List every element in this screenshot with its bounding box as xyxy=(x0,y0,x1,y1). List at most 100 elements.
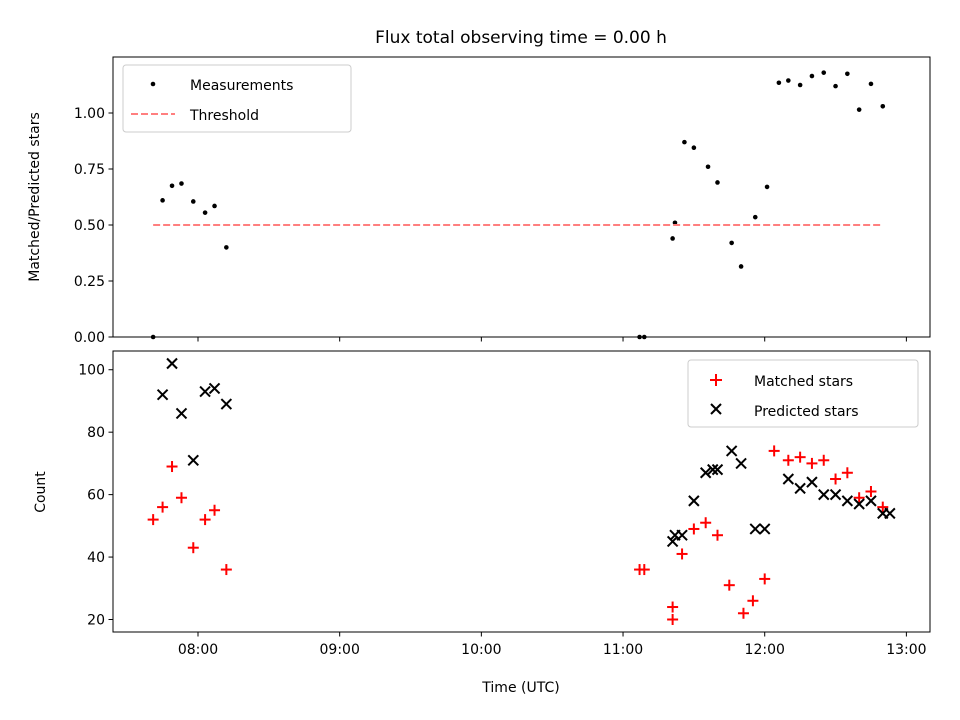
matched-stars-point xyxy=(877,501,889,513)
measurements-point xyxy=(856,107,862,112)
measurements-point xyxy=(160,198,165,203)
matched-stars-point xyxy=(841,467,853,479)
bottom-x-tick-label: 12:00 xyxy=(745,642,785,658)
bottom-y-tick-label: 100 xyxy=(78,363,105,379)
bottom-panel-legend: Matched stars Predicted stars xyxy=(687,359,919,428)
matched-stars-point xyxy=(782,454,794,466)
matched-stars-point xyxy=(157,501,169,513)
measurements-point xyxy=(821,70,827,75)
top-panel-y-axis-label: Matched/Predicted stars xyxy=(27,112,43,282)
predicted-stars-point xyxy=(175,407,188,420)
matched-stars-point xyxy=(175,492,187,504)
bottom-y-tick-label: 40 xyxy=(87,550,105,566)
predicted-stars-point xyxy=(688,495,700,507)
measurements-point xyxy=(729,240,734,246)
bottom-x-tick-label: 11:00 xyxy=(603,642,643,658)
measurements-point xyxy=(880,103,886,109)
bottom-x-tick-label: 10:00 xyxy=(461,642,501,658)
predicted-stars-point xyxy=(829,488,842,501)
predicted-stars-point xyxy=(199,385,211,398)
matched-stars-point xyxy=(711,529,723,541)
matched-stars-point xyxy=(737,607,749,619)
legend-label-matched-stars: Matched stars xyxy=(754,374,853,390)
predicted-stars-point xyxy=(853,498,865,510)
measurements-point xyxy=(705,164,711,170)
matched-stars-point xyxy=(818,454,830,466)
measurements-point xyxy=(752,214,758,220)
predicted-stars-point xyxy=(735,457,747,470)
top-panel: 0.00 0.25 0.50 0.75 1.00 Matched/Predicted s… xyxy=(27,56,931,346)
matched-stars-point xyxy=(747,595,759,607)
bottom-y-tick-label: 60 xyxy=(87,488,105,504)
measurements-point xyxy=(764,184,770,190)
bottom-panel-y-axis-label: Count xyxy=(33,471,49,513)
measurements-point xyxy=(202,210,208,215)
legend-label-threshold: Threshold xyxy=(189,108,259,124)
legend-marker-matched-stars xyxy=(710,374,722,386)
predicted-stars-point xyxy=(156,389,169,401)
bottom-y-tick-label: 80 xyxy=(87,425,105,441)
measurements-point xyxy=(672,220,678,226)
chart-title: Flux total observing time = 0.00 h xyxy=(375,28,667,48)
bottom-panel: 20 40 60 80 100 08:00 09:00 10:00 11:00 12:00 13:0… xyxy=(33,350,931,696)
legend-marker-predicted-stars xyxy=(710,403,722,415)
bottom-x-tick-label: 13:00 xyxy=(886,642,926,658)
matched-stars-point xyxy=(220,564,232,576)
predicted-stars-point xyxy=(711,463,724,476)
matched-stars-point xyxy=(199,514,211,526)
top-y-tick-label: 1.00 xyxy=(74,106,105,122)
matched-stars-point xyxy=(667,614,679,626)
predicted-stars-point xyxy=(794,482,806,495)
measurements-point xyxy=(670,236,675,241)
bottom-x-tick-label: 08:00 xyxy=(178,642,218,658)
legend-box xyxy=(687,359,919,428)
x-axis-label: Time (UTC) xyxy=(481,680,559,696)
legend-label-measurements: Measurements xyxy=(190,78,293,94)
bottom-x-tick-label: 09:00 xyxy=(320,642,360,658)
matched-stars-point xyxy=(700,517,712,529)
matched-stars-point xyxy=(759,573,771,585)
matched-stars-point xyxy=(830,473,842,485)
predicted-stars-point xyxy=(208,382,221,395)
legend-box xyxy=(122,64,352,133)
matched-stars-point xyxy=(723,579,735,591)
predicted-stars-point xyxy=(166,357,178,370)
measurements-point xyxy=(797,82,803,88)
matched-stars-point xyxy=(768,445,780,457)
top-panel-marks xyxy=(150,70,886,340)
predicted-stars-point xyxy=(841,495,854,507)
measurements-point xyxy=(179,181,184,186)
predicted-stars-point xyxy=(676,529,688,541)
top-panel-frame xyxy=(112,56,931,338)
top-y-tick-label: 0.00 xyxy=(74,330,105,346)
measurements-point xyxy=(809,73,815,79)
predicted-stars-point xyxy=(759,523,771,535)
bottom-panel-axes: 20 40 60 80 100 08:00 09:00 10:00 11:00 12:00 13:0… xyxy=(78,363,926,658)
predicted-stars-point xyxy=(725,445,738,457)
matched-stars-point xyxy=(166,461,178,473)
matched-stars-point xyxy=(676,548,688,560)
predicted-stars-point xyxy=(699,467,712,479)
predicted-stars-point xyxy=(884,507,896,520)
measurements-point xyxy=(169,183,175,189)
measurements-point xyxy=(738,264,744,269)
matched-stars-point xyxy=(147,514,159,526)
predicted-stars-point xyxy=(187,454,199,466)
predicted-stars-point xyxy=(865,495,877,507)
matched-stars-point xyxy=(667,601,679,613)
predicted-stars-point xyxy=(707,463,719,476)
predicted-stars-point xyxy=(806,476,818,488)
bottom-panel-frame xyxy=(112,350,931,633)
matched-stars-point xyxy=(853,492,865,504)
top-panel-axes: 0.00 0.25 0.50 0.75 1.00 xyxy=(74,106,907,346)
predicted-stars-point xyxy=(818,488,830,501)
measurements-point xyxy=(691,145,697,151)
matched-stars-point xyxy=(638,564,650,576)
top-y-tick-label: 0.75 xyxy=(74,162,105,178)
measurements-point xyxy=(224,245,229,250)
measurements-point xyxy=(682,139,687,145)
matched-stars-point xyxy=(187,542,199,554)
top-y-tick-label: 0.50 xyxy=(74,218,105,234)
measurements-point xyxy=(776,80,782,86)
legend-marker-measurements xyxy=(150,81,156,87)
